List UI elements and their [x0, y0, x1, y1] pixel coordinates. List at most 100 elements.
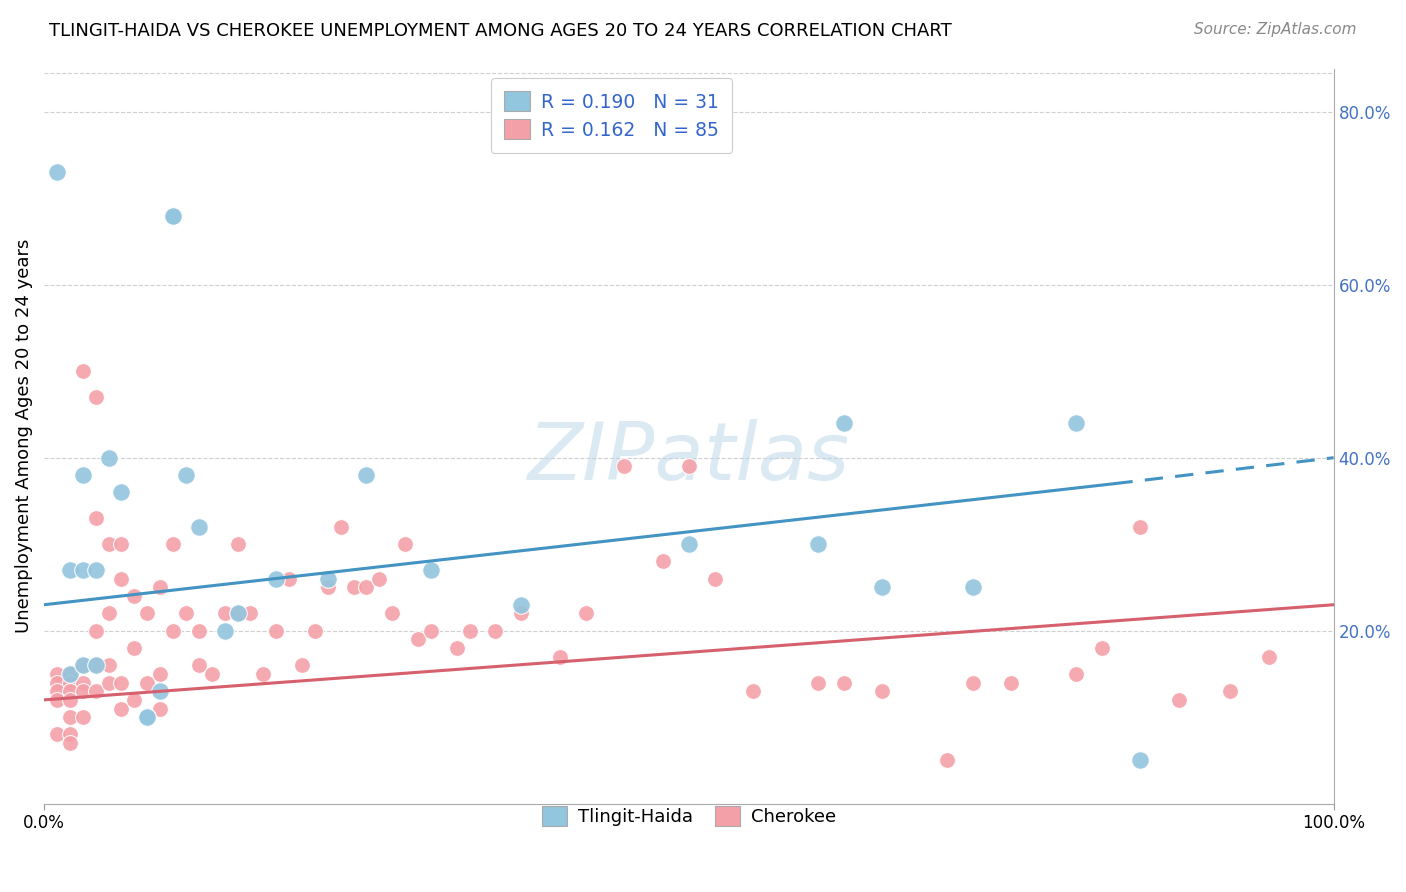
Point	[356, 581, 378, 595]
Point	[226, 607, 249, 621]
Point	[59, 736, 82, 750]
Point	[575, 607, 598, 621]
Point	[329, 520, 352, 534]
Point	[381, 607, 404, 621]
Point	[742, 684, 765, 698]
Point	[226, 537, 249, 551]
Point	[252, 667, 274, 681]
Point	[510, 607, 533, 621]
Point	[59, 675, 82, 690]
Text: ZIPatlas: ZIPatlas	[527, 419, 851, 497]
Point	[59, 727, 82, 741]
Point	[935, 753, 957, 767]
Point	[97, 658, 120, 673]
Point	[149, 701, 172, 715]
Point	[1064, 416, 1087, 430]
Point	[187, 520, 209, 534]
Point	[84, 511, 107, 525]
Point	[291, 658, 314, 673]
Point	[110, 537, 132, 551]
Point	[1129, 520, 1152, 534]
Point	[124, 693, 146, 707]
Point	[548, 649, 571, 664]
Point	[97, 537, 120, 551]
Point	[872, 684, 894, 698]
Point	[1064, 667, 1087, 681]
Point	[124, 640, 146, 655]
Point	[149, 581, 172, 595]
Point	[162, 537, 184, 551]
Point	[149, 684, 172, 698]
Legend: Tlingit-Haida, Cherokee: Tlingit-Haida, Cherokee	[533, 797, 845, 835]
Point	[97, 675, 120, 690]
Point	[278, 572, 301, 586]
Point	[304, 624, 326, 638]
Point	[174, 468, 197, 483]
Point	[84, 658, 107, 673]
Point	[239, 607, 262, 621]
Point	[46, 165, 69, 179]
Point	[394, 537, 416, 551]
Point	[613, 459, 636, 474]
Point	[124, 589, 146, 603]
Point	[84, 563, 107, 577]
Point	[264, 572, 287, 586]
Point	[72, 710, 94, 724]
Point	[84, 658, 107, 673]
Point	[162, 209, 184, 223]
Point	[59, 710, 82, 724]
Point	[136, 710, 159, 724]
Point	[84, 390, 107, 404]
Point	[149, 667, 172, 681]
Point	[832, 416, 855, 430]
Point	[59, 693, 82, 707]
Point	[174, 607, 197, 621]
Point	[201, 667, 224, 681]
Point	[420, 563, 443, 577]
Point	[214, 624, 236, 638]
Point	[1090, 640, 1112, 655]
Point	[46, 693, 69, 707]
Point	[420, 624, 443, 638]
Point	[162, 624, 184, 638]
Point	[187, 658, 209, 673]
Point	[187, 624, 209, 638]
Point	[962, 581, 984, 595]
Point	[97, 607, 120, 621]
Point	[72, 658, 94, 673]
Point	[1219, 684, 1241, 698]
Point	[110, 572, 132, 586]
Point	[72, 675, 94, 690]
Point	[406, 632, 429, 647]
Point	[510, 598, 533, 612]
Point	[214, 607, 236, 621]
Point	[678, 459, 700, 474]
Point	[1000, 675, 1022, 690]
Point	[136, 675, 159, 690]
Point	[59, 667, 82, 681]
Point	[84, 684, 107, 698]
Point	[46, 684, 69, 698]
Point	[356, 468, 378, 483]
Point	[962, 675, 984, 690]
Point	[316, 581, 339, 595]
Point	[832, 675, 855, 690]
Point	[72, 468, 94, 483]
Point	[1129, 753, 1152, 767]
Point	[652, 554, 675, 568]
Point	[484, 624, 506, 638]
Point	[1167, 693, 1189, 707]
Point	[72, 658, 94, 673]
Point	[316, 572, 339, 586]
Point	[72, 684, 94, 698]
Point	[136, 607, 159, 621]
Point	[46, 727, 69, 741]
Point	[342, 581, 364, 595]
Point	[46, 667, 69, 681]
Text: Source: ZipAtlas.com: Source: ZipAtlas.com	[1194, 22, 1357, 37]
Point	[136, 710, 159, 724]
Point	[458, 624, 481, 638]
Point	[59, 667, 82, 681]
Point	[84, 624, 107, 638]
Y-axis label: Unemployment Among Ages 20 to 24 years: Unemployment Among Ages 20 to 24 years	[15, 239, 32, 633]
